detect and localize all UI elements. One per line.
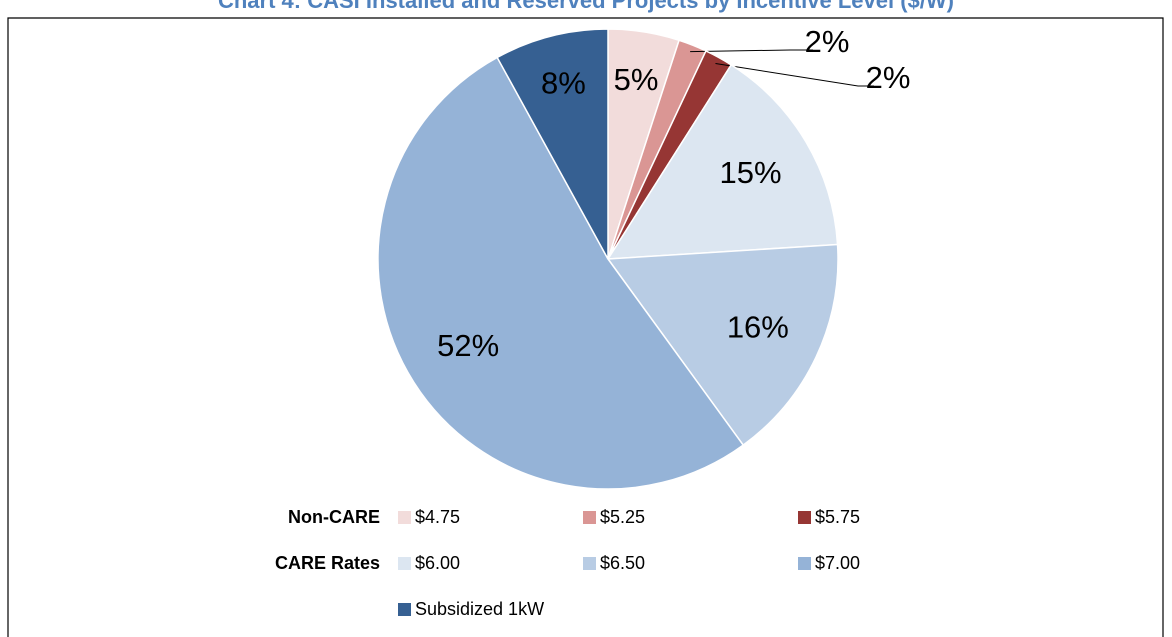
- data-label: 2%: [805, 24, 850, 59]
- chart-title: Chart 4: CASI Installed and Reserved Pro…: [218, 0, 954, 13]
- legend-swatch: [583, 557, 596, 570]
- chart-border: [7, 17, 1164, 637]
- legend-label: Subsidized 1kW: [415, 599, 544, 619]
- legend-group-label: Non-CARE: [288, 507, 380, 527]
- pie-slice: [377, 56, 745, 490]
- data-label: 15%: [720, 155, 782, 190]
- pie-slice: [606, 63, 839, 260]
- data-label: 52%: [437, 328, 499, 363]
- legend-label: $6.50: [600, 553, 645, 573]
- legend-swatch: [398, 557, 411, 570]
- data-label: 2%: [866, 60, 911, 95]
- legend-label: $7.00: [815, 553, 860, 573]
- pie-slice: [496, 28, 609, 260]
- legend-swatch: [583, 511, 596, 524]
- leader-line: [715, 63, 874, 87]
- legend-label: $4.75: [415, 507, 460, 527]
- legend-label: $6.00: [415, 553, 460, 573]
- legend-group-label: CARE Rates: [275, 553, 380, 573]
- data-label: 5%: [614, 62, 659, 97]
- data-label: 8%: [541, 65, 586, 100]
- legend-label: $5.75: [815, 507, 860, 527]
- leader-line: [690, 49, 813, 53]
- data-label: 16%: [727, 310, 789, 345]
- legend-swatch: [398, 603, 411, 616]
- legend-label: $5.25: [600, 507, 645, 527]
- legend-swatch: [398, 511, 411, 524]
- legend-swatch: [798, 511, 811, 524]
- legend-swatch: [798, 557, 811, 570]
- pie-slice: [606, 243, 839, 447]
